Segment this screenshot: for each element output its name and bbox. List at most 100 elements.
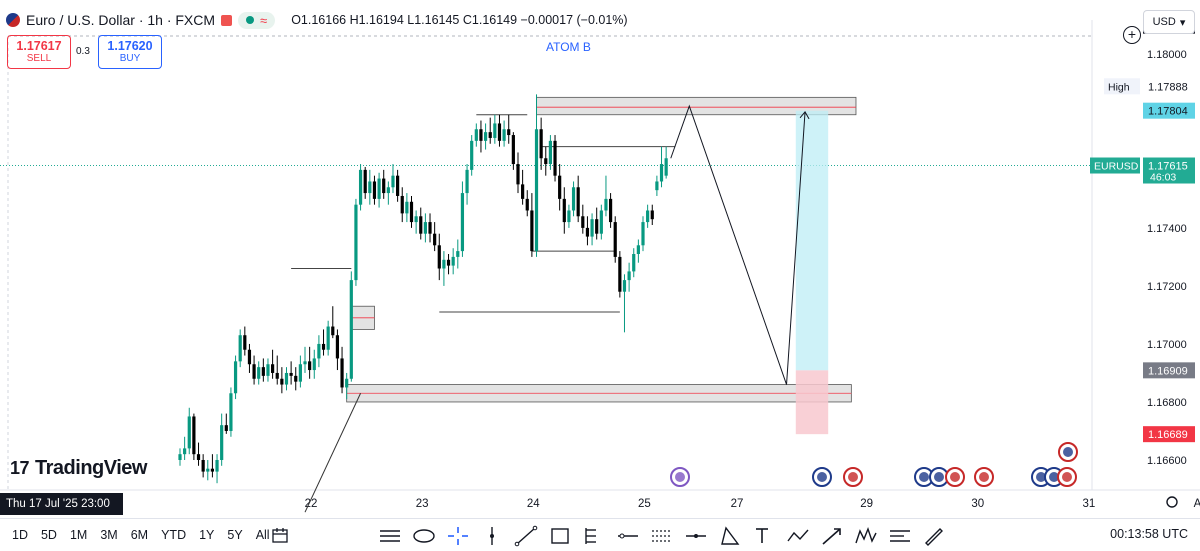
timeframe-6m[interactable]: 6M <box>130 528 149 542</box>
timeframe-1m[interactable]: 1M <box>69 528 88 542</box>
sell-button[interactable]: 1.17617 SELL <box>7 35 71 69</box>
candle <box>548 140 552 165</box>
long-position-icon[interactable] <box>888 525 912 547</box>
utc-clock[interactable]: 00:13:58 UTC <box>1110 527 1188 541</box>
price-label-tag-bg <box>1104 78 1140 95</box>
candle <box>433 233 437 246</box>
economic-event-dot-icon <box>919 472 929 482</box>
timeframe-5d[interactable]: 5D <box>40 528 57 542</box>
rectangle-icon[interactable] <box>548 525 572 547</box>
candle <box>321 343 326 350</box>
candle <box>502 129 506 141</box>
x-tick-label: 30 <box>971 498 984 510</box>
candle <box>604 198 608 211</box>
buy-button[interactable]: 1.17620 BUY <box>98 35 162 69</box>
candle <box>497 123 502 141</box>
candle <box>224 425 228 431</box>
economic-event-dot-icon <box>979 472 989 482</box>
candle <box>386 187 390 194</box>
candle <box>664 158 668 176</box>
candle <box>284 372 289 385</box>
candle <box>382 178 386 194</box>
candle <box>419 216 423 234</box>
arrow-icon[interactable] <box>820 525 844 547</box>
candle <box>294 375 298 382</box>
candle <box>613 222 617 257</box>
horizontal-ray-icon[interactable] <box>616 525 640 547</box>
symbol-title[interactable]: Euro / U.S. Dollar · 1h · FXCM <box>26 12 216 28</box>
candle <box>210 468 215 472</box>
candle <box>599 210 603 234</box>
candle <box>345 378 349 388</box>
price-label-tag: High <box>1108 81 1130 93</box>
y-tick-label: 1.17200 <box>1147 281 1187 293</box>
candle <box>238 335 242 362</box>
currency-selector[interactable]: USD ▾ <box>1143 10 1195 34</box>
candle <box>636 245 640 254</box>
trend-line-icon[interactable] <box>514 525 538 547</box>
candle <box>646 210 650 223</box>
price-chart[interactable]: 1.180001.178001.176001.174001.172001.170… <box>0 0 1200 518</box>
chart-header: Euro / U.S. Dollar · 1h · FXCM ≈ O1.1616… <box>6 10 628 30</box>
lines-icon[interactable] <box>378 525 402 547</box>
position-target-area[interactable] <box>795 110 829 371</box>
candle <box>201 459 205 472</box>
y-tick-label: 1.18000 <box>1147 49 1187 61</box>
parallel-channel-icon[interactable] <box>650 525 674 547</box>
timeframe-3m[interactable]: 3M <box>100 528 118 542</box>
candle <box>442 259 446 269</box>
candle <box>409 201 414 223</box>
vertical-line-icon[interactable] <box>480 525 504 547</box>
projection-path[interactable] <box>670 104 806 385</box>
sell-label: SELL <box>26 53 52 64</box>
price-label-tag-bg <box>1090 157 1140 174</box>
crosshair-icon[interactable] <box>446 525 470 547</box>
currency-value: USD <box>1152 16 1176 28</box>
candle <box>571 187 576 211</box>
ellipse-icon[interactable] <box>412 525 436 547</box>
sell-price: 1.17617 <box>16 39 62 53</box>
candle <box>530 210 534 252</box>
elliott-wave-icon[interactable] <box>854 525 878 547</box>
timeframe-ytd[interactable]: YTD <box>161 528 187 542</box>
candle <box>317 343 321 359</box>
candle <box>405 201 409 214</box>
axis-settings-gear-icon[interactable] <box>1166 496 1178 508</box>
path-icon[interactable] <box>786 525 810 547</box>
timeframe-1d[interactable]: 1D <box>12 528 28 542</box>
candle <box>280 378 284 385</box>
timeframe-all[interactable]: All <box>255 528 270 542</box>
candle <box>483 132 488 141</box>
candle <box>331 326 335 336</box>
fib-retracement-icon[interactable] <box>582 525 606 547</box>
timeframe-5y[interactable]: 5Y <box>227 528 243 542</box>
indicator-toggle[interactable]: ≈ <box>238 11 276 29</box>
candle <box>340 358 344 388</box>
candle <box>187 416 191 449</box>
economic-event-dot-icon <box>675 472 685 482</box>
projection-arrowhead <box>799 110 810 120</box>
candle <box>622 280 627 292</box>
brush-icon[interactable] <box>922 525 946 547</box>
candle <box>516 164 520 185</box>
add-alert-plus-icon[interactable]: + <box>1123 26 1141 44</box>
candle <box>266 364 270 376</box>
calendar-range-icon[interactable] <box>271 526 289 544</box>
tradingview-logo[interactable]: 17 TradingView <box>10 457 147 480</box>
market-status-icon[interactable] <box>221 14 233 26</box>
text-tool-icon[interactable] <box>752 525 776 547</box>
chart-annotation-text[interactable]: ATOM B <box>546 40 591 54</box>
price-label-tag: EURUSD <box>1094 161 1139 173</box>
timeframe-1y[interactable]: 1Y <box>199 528 215 542</box>
trend-line[interactable] <box>304 393 362 513</box>
ohlc-values: O1.16166 H1.16194 L1.16145 C1.16149 −0.0… <box>291 13 628 27</box>
position-stop-area[interactable] <box>795 370 829 435</box>
horizontal-line-icon[interactable] <box>684 525 708 547</box>
candle <box>446 259 451 266</box>
candle <box>206 468 210 472</box>
triangle-pattern-icon[interactable] <box>718 525 742 547</box>
candle <box>423 222 427 234</box>
candle <box>460 193 465 252</box>
economic-event-dot-icon <box>1036 472 1046 482</box>
candle <box>363 169 367 194</box>
